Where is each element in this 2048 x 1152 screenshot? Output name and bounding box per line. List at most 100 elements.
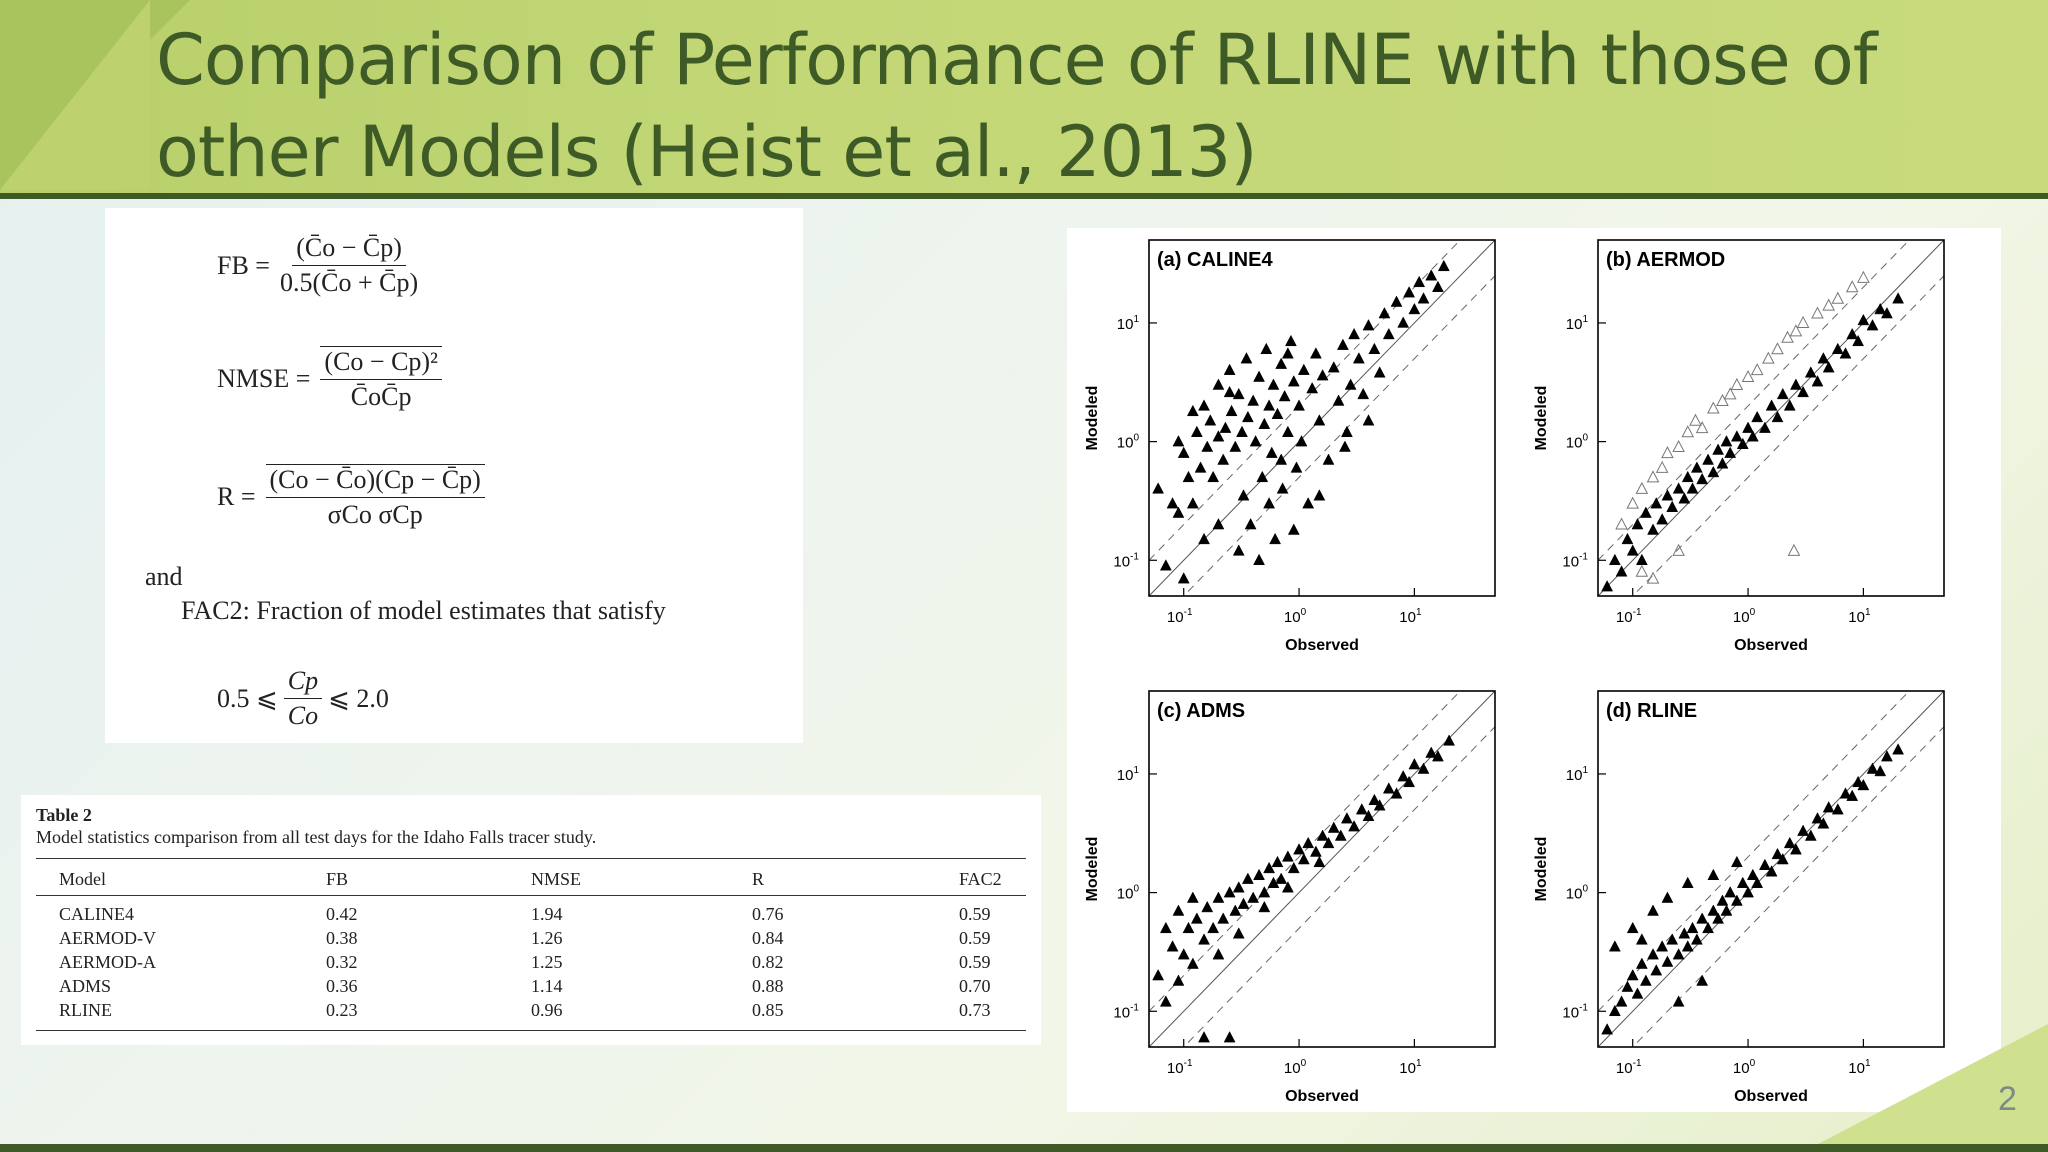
data-point xyxy=(1182,921,1195,934)
data-point xyxy=(1621,980,1634,992)
data-point xyxy=(1716,393,1729,406)
ineq-denominator: Co xyxy=(287,701,319,730)
nmse-label: NMSE = xyxy=(217,364,311,393)
data-point xyxy=(1635,481,1649,494)
data-point xyxy=(1397,770,1410,782)
data-point xyxy=(1241,872,1254,884)
data-point xyxy=(1177,446,1190,458)
x-tick-label: 100 xyxy=(1733,607,1756,626)
factor-two-upper-line xyxy=(1598,691,1910,1012)
data-point xyxy=(1368,793,1381,806)
data-point xyxy=(1686,921,1699,934)
data-point xyxy=(1327,361,1340,373)
bottom-bar xyxy=(0,1144,2048,1152)
data-point xyxy=(1313,489,1326,501)
data-point xyxy=(1789,324,1803,337)
factor-two-lower-line xyxy=(1632,275,1944,596)
data-point xyxy=(1783,836,1796,849)
cell-fb: 0.23 xyxy=(326,1000,358,1020)
data-point xyxy=(1275,453,1288,465)
table-row: CALINE4 0.42 1.94 0.76 0.59 xyxy=(21,904,1041,928)
data-point xyxy=(1661,891,1674,903)
r-label: R = xyxy=(217,482,256,511)
data-point xyxy=(1443,734,1456,746)
data-point xyxy=(1681,425,1695,438)
header-fac2: FAC2 xyxy=(959,869,1002,889)
cell-fb: 0.36 xyxy=(326,976,358,996)
data-point xyxy=(1258,417,1271,430)
data-point xyxy=(1159,921,1172,934)
cell-r: 0.88 xyxy=(752,976,784,996)
y-tick-label: 10-1 xyxy=(1562,551,1588,570)
x-tick-label: 101 xyxy=(1399,1058,1422,1077)
data-point xyxy=(1219,421,1232,433)
factor-two-upper-line xyxy=(1149,691,1461,1012)
data-point xyxy=(1212,891,1225,903)
data-point xyxy=(1362,319,1375,331)
data-point xyxy=(1765,865,1778,877)
y-tick-label: 100 xyxy=(1117,884,1140,903)
y-tick-label: 101 xyxy=(1566,765,1589,784)
data-point xyxy=(1368,342,1381,355)
data-point xyxy=(1857,313,1870,326)
data-point xyxy=(1866,319,1879,331)
data-point xyxy=(1839,347,1852,359)
data-point xyxy=(1797,824,1809,836)
data-point xyxy=(1348,820,1360,832)
scatter-plots-svg: 10-1 10-1 100 100 101 101 (a) CALINE4 Observed M… xyxy=(1084,239,1945,1105)
data-point xyxy=(1284,334,1297,347)
data-point xyxy=(1712,912,1725,924)
data-point xyxy=(1672,995,1685,1007)
data-point xyxy=(1223,1031,1236,1043)
data-point xyxy=(1237,897,1250,909)
data-point xyxy=(1608,1004,1621,1017)
nmse-denominator: C̄oC̄p xyxy=(350,382,412,411)
data-point xyxy=(1716,894,1729,906)
data-point xyxy=(1730,430,1743,442)
data-point xyxy=(1253,553,1265,566)
data-point xyxy=(1260,342,1273,355)
data-point xyxy=(1373,366,1386,378)
data-point xyxy=(1817,817,1830,829)
data-point xyxy=(1892,743,1905,755)
data-point xyxy=(1874,302,1887,315)
table-header-rule xyxy=(36,895,1026,896)
data-point xyxy=(1758,858,1771,871)
table-row: RLINE 0.23 0.96 0.85 0.73 xyxy=(21,1000,1041,1024)
data-point xyxy=(1225,404,1238,417)
data-point xyxy=(1781,330,1794,343)
cell-r: 0.84 xyxy=(752,928,784,948)
data-point xyxy=(1201,900,1214,913)
data-point xyxy=(1707,401,1720,414)
data-point xyxy=(1271,855,1284,868)
data-point xyxy=(1177,572,1190,584)
data-point xyxy=(1253,868,1265,881)
data-point xyxy=(1212,378,1225,390)
x-axis-label: Observed xyxy=(1734,1088,1808,1105)
data-point xyxy=(1425,269,1438,281)
x-tick-label: 100 xyxy=(1284,1058,1307,1077)
data-point xyxy=(1650,964,1663,976)
data-point xyxy=(1681,876,1694,888)
one-to-one-line xyxy=(1149,240,1495,596)
data-point xyxy=(1334,829,1347,841)
data-point xyxy=(1403,286,1416,298)
cell-nmse: 0.96 xyxy=(531,1000,563,1020)
data-point xyxy=(1217,912,1230,924)
data-point xyxy=(1742,421,1754,433)
y-tick-label: 101 xyxy=(1566,314,1589,333)
ineq-fraction: Cp Co xyxy=(283,666,323,731)
data-point xyxy=(1378,307,1391,319)
data-point xyxy=(1789,843,1802,855)
data-point xyxy=(1845,280,1859,293)
fb-label: FB = xyxy=(217,250,270,280)
data-point xyxy=(1702,453,1714,465)
cell-fb: 0.42 xyxy=(326,904,358,924)
data-point xyxy=(1263,497,1276,509)
factor-two-lower-line xyxy=(1183,726,1495,1047)
data-point xyxy=(1626,496,1640,509)
data-point xyxy=(1639,506,1652,518)
data-point xyxy=(1357,387,1370,400)
table-row: AERMOD-A 0.32 1.25 0.82 0.59 xyxy=(21,952,1041,976)
fb-equation: FB = (C̄o − C̄p) 0.5(C̄o + C̄p) xyxy=(217,233,418,298)
